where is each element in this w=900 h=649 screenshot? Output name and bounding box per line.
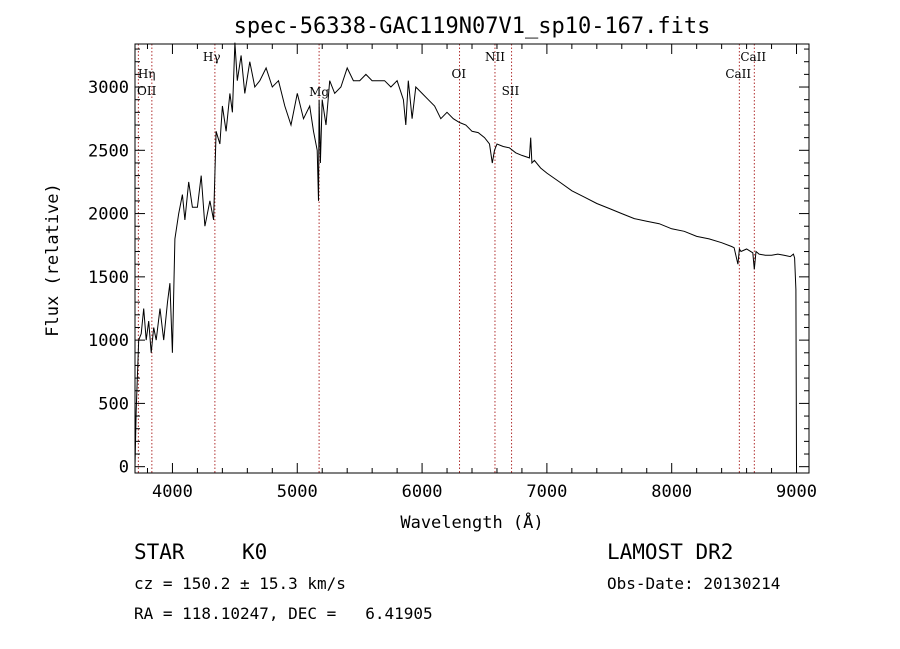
line-label: OII <box>137 84 157 98</box>
y-tick-label: 1500 <box>88 268 129 288</box>
coordinates: RA = 118.10247, DEC = 6.41905 <box>134 604 433 623</box>
y-tick-label: 2500 <box>88 141 129 161</box>
observation-date: Obs-Date: 20130214 <box>607 574 781 593</box>
axis-ticks: 4000 5000 6000 7000 8000 9000 0 500 1000 1500 2000… <box>88 44 817 502</box>
line-label: CaII <box>725 67 751 81</box>
x-tick-label: 8000 <box>651 482 692 502</box>
y-tick-label: 500 <box>98 394 129 414</box>
object-subclass: K0 <box>242 540 268 564</box>
y-axis-label: Flux (relative) <box>43 183 63 337</box>
x-tick-label: 7000 <box>526 482 567 502</box>
line-label: Mg <box>309 85 329 99</box>
line-label: NII <box>485 50 505 64</box>
line-label: OI <box>452 67 467 81</box>
plot-frame <box>134 43 810 474</box>
chart-title: spec-56338-GAC119N07V1_sp10-167.fits <box>234 14 711 39</box>
y-tick-label: 1000 <box>88 331 129 351</box>
line-label: Hγ <box>203 50 221 64</box>
line-label: CaII <box>740 50 766 64</box>
redshift-info: cz = 150.2 ± 15.3 km/s <box>134 574 346 593</box>
y-tick-label: 0 <box>119 458 129 478</box>
spectrum-line <box>134 42 797 467</box>
x-axis-label: Wavelength (Å) <box>400 511 543 533</box>
x-tick-label: 5000 <box>277 482 318 502</box>
x-tick-label: 9000 <box>776 482 817 502</box>
y-tick-label: 3000 <box>88 78 129 98</box>
object-class: STAR <box>134 540 185 564</box>
x-tick-label: 4000 <box>152 482 193 502</box>
line-label: Hη <box>138 67 156 81</box>
y-tick-label: 2000 <box>88 205 129 225</box>
spectrum-chart: spec-56338-GAC119N07V1_sp10-167.fits Flu… <box>43 14 817 533</box>
x-tick-label: 6000 <box>402 482 443 502</box>
survey-name: LAMOST DR2 <box>607 540 734 564</box>
line-label: SII <box>502 84 520 98</box>
